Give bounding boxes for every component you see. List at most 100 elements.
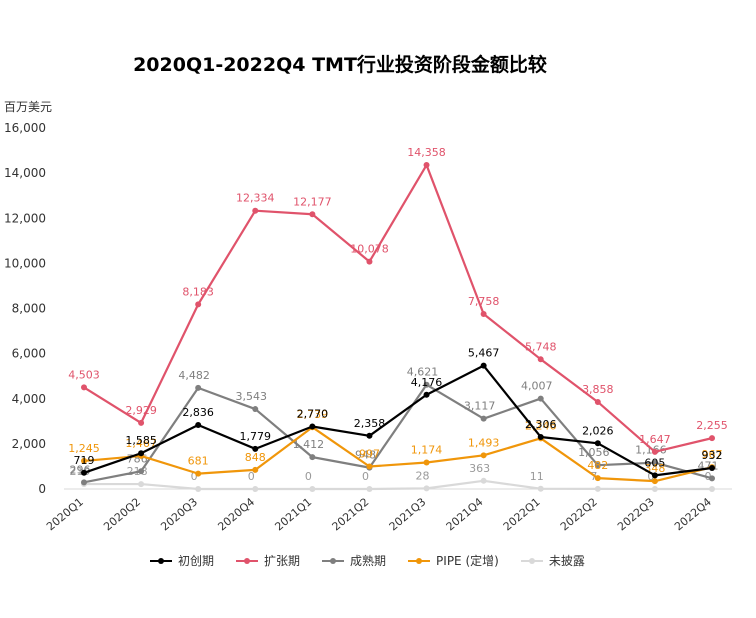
data-point (537, 485, 544, 492)
legend: 初创期 扩张期 成熟期 PIPE (定增) 未披露 (150, 552, 585, 569)
data-point (366, 463, 373, 470)
x-tick-label: 2022Q1 (501, 495, 543, 533)
x-tick-label: 2020Q4 (215, 495, 257, 533)
data-label: 0 (248, 470, 255, 483)
data-point (81, 469, 87, 476)
data-label: 5,467 (468, 347, 500, 360)
data-point (138, 468, 145, 475)
data-point (366, 486, 373, 492)
series-line (83, 383, 713, 484)
data-point (366, 432, 373, 439)
data-label: 12,177 (293, 195, 332, 208)
data-point (709, 435, 715, 442)
legend-label: 扩张期 (264, 554, 301, 568)
legend-item: PIPE (定增) (408, 552, 499, 569)
data-label: 0 (305, 470, 312, 483)
data-point (309, 211, 316, 218)
series-3: 1,245 1,467 681 848 2,739 997 1,174 1,493 2,246 4… (68, 408, 723, 485)
data-point (252, 207, 259, 214)
data-label: 1,647 (639, 433, 671, 446)
series-line (83, 426, 713, 483)
data-point (138, 450, 145, 457)
y-tick-label: 16,000 (4, 121, 46, 135)
data-point (537, 433, 544, 440)
data-point (709, 475, 715, 482)
data-label: 4,482 (178, 369, 210, 382)
data-point (81, 479, 87, 486)
data-label: 948 (355, 449, 376, 462)
data-point (594, 440, 601, 447)
data-point (309, 486, 316, 492)
data-point (309, 454, 316, 461)
data-point (81, 384, 87, 391)
y-tick-label: 0 (38, 482, 46, 496)
data-point (423, 391, 430, 398)
legend-item: 初创期 (150, 552, 214, 569)
data-label: 8,183 (182, 285, 214, 298)
y-tick-label: 10,000 (4, 256, 46, 270)
series-line (83, 163, 713, 453)
data-point (480, 310, 487, 317)
series-2: 2967864,4823,5431,4129484,6213,1174,0071… (70, 366, 719, 486)
y-tick-label: 14,000 (4, 166, 46, 180)
series-1: 4,503 2,929 8,183 12,334 12,177 10,078 14,358 7… (68, 146, 728, 455)
data-label: 1,245 (68, 442, 100, 455)
legend-swatch (150, 557, 172, 564)
y-axis-label: 百万美元 (4, 100, 52, 114)
data-point (195, 422, 202, 429)
data-point (423, 485, 430, 492)
data-label: 3,858 (582, 383, 614, 396)
data-point (537, 356, 544, 363)
chart-title: 2020Q1-2022Q4 TMT行业投资阶段金额比较 (133, 54, 547, 76)
data-label: 605 (644, 456, 665, 469)
data-point (423, 459, 430, 466)
data-point (138, 481, 145, 488)
data-label: 3,117 (464, 400, 496, 413)
data-label: 681 (188, 455, 209, 468)
data-point (480, 415, 487, 422)
data-label: 1,493 (468, 436, 500, 449)
data-point (651, 459, 658, 466)
data-label: 0 (647, 470, 654, 483)
series-line (83, 364, 713, 477)
y-tick-label: 4,000 (12, 392, 46, 406)
data-label: 0 (362, 470, 369, 483)
series-0: 719 1,585 2,836 1,779 2,770 2,358 4,176 5,467 2,… (74, 347, 723, 479)
data-label: 5,748 (525, 340, 557, 353)
data-point (709, 464, 715, 471)
y-tick-label: 8,000 (12, 302, 46, 316)
data-point (366, 258, 373, 265)
data-label: 3,543 (236, 390, 268, 403)
legend-item: 扩张期 (236, 552, 300, 569)
x-tick-label: 2022Q3 (615, 495, 657, 533)
x-tick-label: 2020Q3 (158, 495, 200, 533)
x-tick-label: 2020Q1 (44, 495, 86, 533)
data-point (651, 486, 658, 492)
legend-swatch (408, 557, 431, 564)
data-label: 2,306 (525, 418, 557, 431)
data-point (651, 448, 658, 455)
legend-swatch (520, 557, 543, 564)
data-point (138, 419, 145, 426)
data-label: 2,929 (125, 404, 157, 417)
data-label: 4,621 (407, 366, 439, 379)
data-label: 1,056 (578, 446, 610, 459)
y-tick-label: 12,000 (4, 211, 46, 225)
data-point (195, 301, 202, 308)
data-point (252, 445, 259, 452)
data-point (537, 395, 544, 402)
legend-label: 成熟期 (350, 554, 387, 568)
data-point (480, 477, 487, 484)
data-point (594, 462, 601, 469)
data-label: 1,174 (411, 444, 443, 457)
data-label: 28 (416, 469, 430, 482)
data-label: 2,246 (525, 419, 557, 432)
data-point (594, 485, 601, 492)
data-label: 2,026 (582, 424, 614, 437)
data-label: 2,358 (354, 417, 386, 430)
data-label: 1,467 (125, 437, 157, 450)
legend-label: 未披露 (548, 554, 585, 568)
legend-label: PIPE (定增) (436, 554, 499, 568)
